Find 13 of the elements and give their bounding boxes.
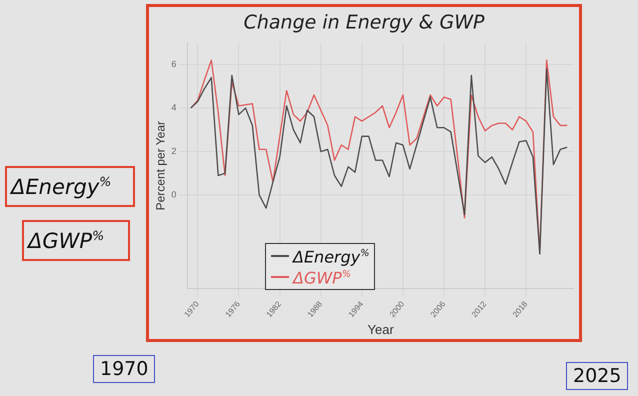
y-axis-title: Percent per Year	[154, 120, 168, 210]
y-tick-label: 0	[171, 190, 176, 200]
y-tick-label: 6	[171, 59, 176, 70]
legend-label: ΔEnergy$^{%}$	[293, 246, 370, 266]
text: 2025	[566, 362, 628, 390]
text: 1970	[93, 355, 156, 383]
text: ΔEnergy$^{%}$	[11, 174, 112, 199]
chart-title: Change in Energy & GWP	[244, 11, 485, 34]
y-tick-label: 4	[171, 102, 176, 113]
legend-label: ΔGWP$^{%}$	[293, 268, 351, 288]
x-axis-title: Year	[368, 322, 394, 337]
text: ΔGWP$^{%}$	[28, 228, 104, 253]
y-tick-label: 2	[171, 146, 176, 156]
